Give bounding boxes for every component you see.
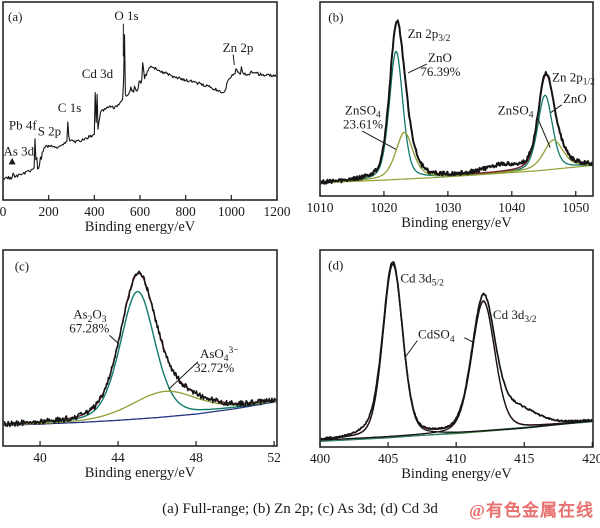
annotation-pointer	[405, 340, 418, 357]
x-tick-label: 1050	[562, 200, 589, 215]
label-aso4: AsO43−	[200, 346, 239, 364]
figure-caption: (a) Full-range; (b) Zn 2p; (c) As 3d; (d…	[162, 501, 438, 517]
label-cd3d32: Cd 3d3/2	[493, 307, 537, 325]
plot-frame	[2, 1, 278, 201]
label-zn2p32: Zn 2p3/2	[408, 26, 451, 44]
x-tick-label: 400	[310, 451, 331, 466]
label-pb4f: Pb 4f	[9, 118, 37, 133]
label-as3d: As 3d	[3, 143, 34, 158]
curve-raw-data	[320, 261, 593, 441]
x-tick-label: 40	[33, 450, 47, 465]
x-tick-label: 1020	[370, 200, 397, 215]
x-axis-title: Binding energy/eV	[401, 466, 512, 482]
label-zno-1-pct: 76.39%	[420, 64, 460, 79]
x-tick-label: 48	[189, 450, 203, 465]
x-tick-label: 410	[446, 451, 467, 466]
label-aso4-pct: 32.72%	[194, 360, 234, 375]
x-tick-label: 600	[130, 204, 151, 219]
peak-marker	[8, 157, 16, 165]
x-tick-label: 420	[582, 451, 600, 466]
curve-as2o3-component	[3, 290, 277, 426]
annotation-pointer	[361, 130, 397, 150]
label-znso4-1-pct: 23.61%	[343, 117, 383, 132]
label-zn2p12: Zn 2p1/2	[552, 70, 595, 88]
label-cd3d: Cd 3d	[82, 66, 114, 81]
x-tick-label: 44	[111, 450, 125, 465]
plot-frame	[319, 1, 594, 197]
annotation-pointer	[108, 334, 119, 344]
label-cd3d52: Cd 3d5/2	[400, 271, 444, 289]
x-tick-label: 1200	[264, 204, 291, 219]
panel-letter-c: (c)	[15, 259, 29, 274]
annotation-pointer	[232, 54, 235, 66]
annotation-pointer	[408, 63, 427, 74]
watermark: @有色金属在线	[469, 501, 594, 520]
label-cdso4: CdSO4	[418, 327, 455, 345]
x-axis-title: Binding energy/eV	[401, 215, 512, 231]
curve-survey-data	[3, 34, 277, 181]
x-tick-label: 1000	[218, 204, 245, 219]
panel-letter-a: (a)	[8, 9, 22, 24]
label-znso4-2: ZnSO4	[498, 103, 534, 121]
curve-baseline	[320, 164, 593, 184]
x-tick-label: 52	[267, 450, 281, 465]
curve-raw-data	[3, 270, 277, 428]
label-as2o3: As2O3	[73, 307, 107, 325]
curve-baseline	[3, 400, 277, 427]
annotation-pointer	[536, 117, 551, 148]
annotation-pointer	[464, 337, 475, 344]
x-axis-title: Binding energy/eV	[85, 219, 196, 235]
curve-fit-envelope	[320, 263, 593, 440]
curve-raw-data	[320, 19, 593, 185]
annotation-pointer	[550, 104, 562, 113]
panel-letter-d: (d)	[328, 258, 343, 273]
plot-frame	[2, 249, 278, 447]
panel-letter-b: (b)	[328, 9, 343, 24]
x-tick-label: 1030	[434, 200, 461, 215]
x-tick-label: 800	[176, 204, 197, 219]
label-zn2p: Zn 2p	[223, 40, 254, 55]
curve-cd3d32-component	[320, 300, 593, 441]
curve-cd3d52-component	[320, 263, 593, 440]
x-tick-label: 405	[378, 451, 399, 466]
label-zno-1: ZnO	[428, 50, 452, 65]
x-tick-label: 415	[514, 451, 535, 466]
x-tick-label: 400	[84, 204, 105, 219]
panel-b: 1010 1020 1030 1040 1050 Binding energy/eV (b)…	[307, 1, 595, 231]
x-axis-title: Binding energy/eV	[85, 465, 196, 481]
label-zno-2: ZnO	[563, 91, 587, 106]
label-o1s: O 1s	[114, 8, 138, 23]
xps-panels: 0 200 400 600 800 1000 1200 Binding energy/eV (a…	[0, 1, 600, 482]
x-tick-label: 1010	[307, 200, 334, 215]
label-s2p: S 2p	[38, 124, 61, 139]
label-c1s: C 1s	[58, 100, 81, 115]
label-as2o3-pct: 67.28%	[69, 321, 109, 336]
x-tick-label: 200	[39, 204, 60, 219]
x-tick-label: 1040	[498, 200, 525, 215]
label-znso4-1: ZnSO4	[345, 103, 381, 121]
x-tick-label: 0	[0, 204, 7, 219]
annotation-pointer	[168, 361, 199, 390]
panel-a: 0 200 400 600 800 1000 1200 Binding energy/eV (a…	[0, 1, 291, 235]
panel-d: 400 405 410 415 420 Binding energy/eV (d) Cd 3d…	[310, 249, 600, 482]
